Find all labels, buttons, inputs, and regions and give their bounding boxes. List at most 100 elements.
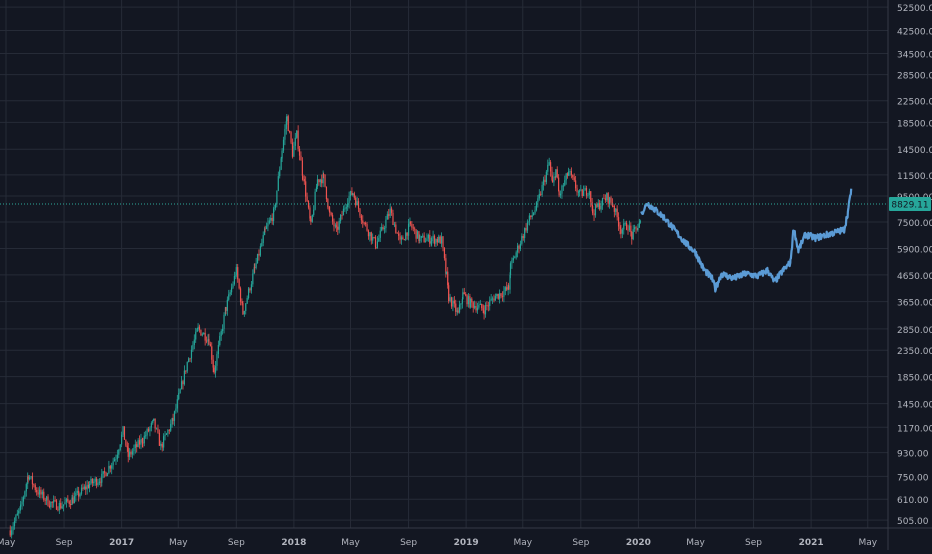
candle-body	[615, 208, 617, 212]
candle-body	[432, 235, 434, 239]
candle-body	[504, 287, 506, 292]
candle-body	[362, 220, 364, 223]
candle-body	[494, 296, 496, 301]
candle-body	[592, 206, 594, 214]
candle-body	[78, 490, 80, 497]
candle-body	[522, 236, 524, 238]
candle-body	[365, 222, 367, 225]
candle-body	[509, 263, 512, 276]
candle-body	[216, 353, 218, 366]
candle-body	[226, 299, 228, 311]
candle-body	[423, 235, 425, 243]
candle-body	[149, 427, 151, 432]
y-tick-label: 1170.00	[897, 424, 932, 434]
candle-body	[487, 305, 489, 307]
candle-body	[559, 193, 562, 196]
candle-body	[311, 214, 313, 222]
candle-body	[512, 257, 514, 261]
candle-body	[465, 294, 467, 296]
candle-body	[438, 236, 440, 243]
candle-body	[588, 191, 590, 196]
candle-body	[254, 267, 256, 269]
candle-body	[367, 230, 370, 237]
candle-body	[33, 484, 35, 486]
candle-body	[412, 227, 414, 229]
candle-body	[439, 236, 441, 244]
candle-body	[469, 298, 471, 308]
candle-body	[583, 190, 585, 197]
candle-body	[452, 300, 454, 307]
candle-body	[627, 229, 629, 231]
candle-body	[484, 305, 487, 315]
candle-body	[373, 237, 375, 238]
candle-body	[73, 496, 76, 504]
candle-body	[376, 241, 379, 248]
candle-body	[296, 130, 298, 138]
candle-body	[58, 503, 60, 511]
candle-body	[113, 459, 116, 462]
candle-body	[80, 487, 83, 494]
candle-body	[143, 435, 145, 444]
y-tick-label: 4650.00	[897, 272, 932, 282]
candle-body	[217, 345, 219, 354]
candle-body	[544, 179, 546, 183]
candle-body	[207, 339, 209, 342]
candle-body	[271, 217, 273, 222]
candle-body	[637, 227, 639, 231]
candle-body	[456, 310, 458, 312]
candle-body	[65, 498, 68, 503]
candle-body	[104, 471, 106, 473]
x-tick-label: May	[341, 538, 360, 548]
candle-body	[50, 501, 52, 508]
candle-body	[405, 232, 407, 240]
y-tick-label: 610.00	[897, 496, 929, 506]
candle-body	[310, 218, 312, 222]
candle-body	[235, 267, 237, 276]
candle-body	[390, 208, 393, 213]
candle-body	[142, 442, 144, 444]
candle-body	[445, 271, 447, 274]
current-price-tag	[889, 197, 931, 212]
candle-body	[90, 478, 92, 485]
candle-body	[564, 180, 566, 186]
candle-body	[416, 231, 419, 239]
candle-body	[125, 439, 127, 446]
candle-body	[192, 344, 194, 350]
candle-body	[96, 478, 98, 486]
candle-body	[402, 237, 404, 240]
candle-body	[531, 215, 533, 218]
candle-body	[294, 137, 296, 146]
candle-body	[121, 434, 123, 445]
candle-body	[433, 235, 436, 244]
candle-body	[102, 471, 104, 474]
candle-body	[393, 224, 396, 226]
candle-body	[458, 304, 461, 313]
candle-body	[276, 190, 278, 205]
candle-body	[168, 430, 170, 432]
candle-body	[553, 176, 555, 183]
y-tick-label: 750.00	[897, 473, 929, 483]
candle-body	[112, 461, 114, 466]
candle-body	[111, 465, 113, 469]
candle-body	[558, 191, 560, 196]
candle-body	[255, 263, 257, 268]
x-tick-label: May	[0, 538, 16, 548]
candle-body	[165, 433, 168, 435]
candle-body	[584, 188, 586, 191]
candle-body	[298, 148, 301, 156]
candle-body	[460, 303, 462, 305]
candle-body	[284, 129, 286, 140]
candle-body	[429, 234, 431, 244]
candle-body	[223, 314, 225, 329]
candle-body	[533, 213, 535, 216]
candle-body	[493, 298, 495, 301]
candle-body	[352, 193, 354, 195]
candle-body	[16, 513, 18, 516]
candle-body	[249, 288, 251, 291]
candle-body	[198, 326, 201, 330]
candle-body	[126, 445, 128, 448]
candle-body	[105, 472, 107, 477]
candle-body	[213, 367, 215, 373]
